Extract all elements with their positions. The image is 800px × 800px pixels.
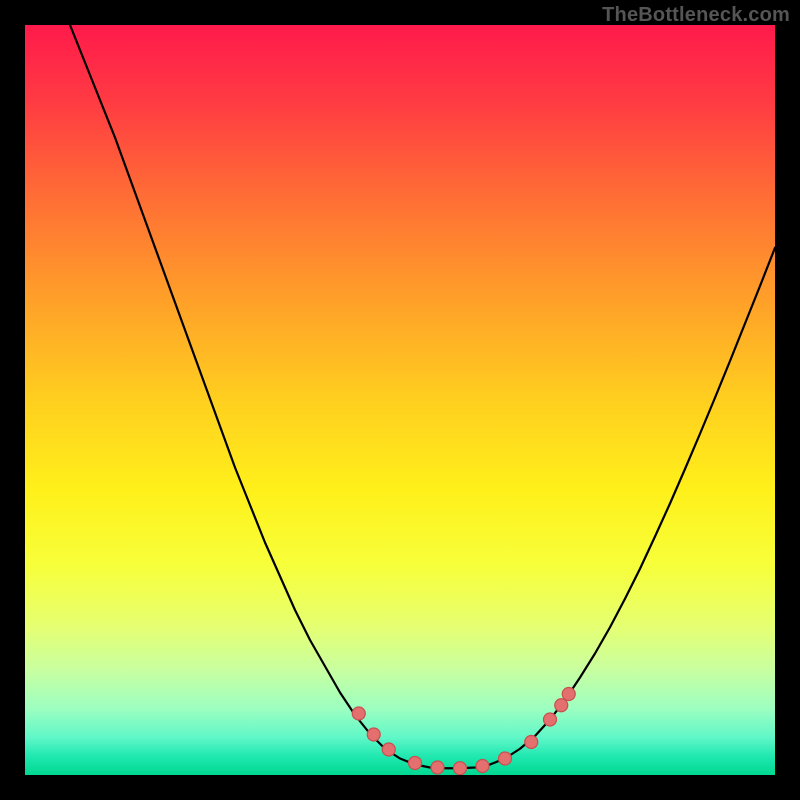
curve-marker — [555, 699, 568, 712]
curve-marker — [431, 761, 444, 774]
curve-marker — [367, 728, 380, 741]
curve-marker — [476, 760, 489, 773]
chart-svg — [25, 25, 775, 775]
chart-frame: TheBottleneck.com — [0, 0, 800, 800]
curve-marker — [562, 688, 575, 701]
curve-marker — [409, 757, 422, 770]
plot-area — [25, 25, 775, 775]
curve-marker — [499, 752, 512, 765]
curve-marker — [544, 713, 557, 726]
curve-marker — [382, 743, 395, 756]
gradient-background — [25, 25, 775, 775]
watermark-text: TheBottleneck.com — [602, 4, 790, 27]
curve-marker — [454, 762, 467, 775]
curve-marker — [352, 707, 365, 720]
curve-marker — [525, 736, 538, 749]
